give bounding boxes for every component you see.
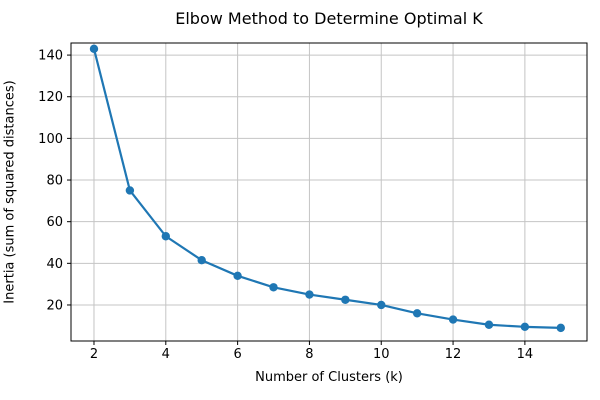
data-point: [520, 322, 530, 332]
data-point: [448, 315, 458, 324]
data-point: [556, 323, 565, 333]
y-tick-label: 100: [38, 132, 63, 147]
plot-spines: [70, 42, 588, 342]
chart-title: Elbow Method to Determine Optimal K: [175, 9, 483, 28]
data-point: [341, 295, 350, 304]
x-tick-label: 10: [373, 347, 390, 362]
data-point: [125, 186, 135, 195]
x-tick-label: 8: [305, 347, 313, 362]
data-line: [92, 47, 562, 329]
y-tick-label: 140: [38, 49, 63, 64]
data-point: [412, 309, 422, 318]
data-point: [233, 271, 242, 281]
x-tick-label: 12: [445, 347, 462, 362]
data-point: [161, 232, 170, 241]
data-point: [377, 300, 386, 310]
x-tick-label: 14: [517, 347, 534, 362]
y-tick-label: 80: [46, 174, 63, 189]
x-tick-label: 4: [162, 347, 170, 362]
data-point: [89, 44, 99, 54]
data-point: [484, 320, 494, 329]
x-tick-label: 6: [233, 347, 241, 362]
data-point: [305, 290, 314, 299]
y-tick-label: 40: [46, 257, 63, 272]
x-axis-label: Number of Clusters (k): [255, 370, 403, 385]
y-tick-label: 20: [46, 298, 63, 313]
x-tick-label: 2: [90, 347, 98, 362]
data-point: [197, 256, 206, 265]
data-point: [269, 283, 278, 292]
y-tick-label: 120: [38, 90, 63, 105]
y-axis-label: Inertia (sum of squared distances): [2, 80, 18, 304]
y-tick-label: 60: [46, 215, 63, 230]
